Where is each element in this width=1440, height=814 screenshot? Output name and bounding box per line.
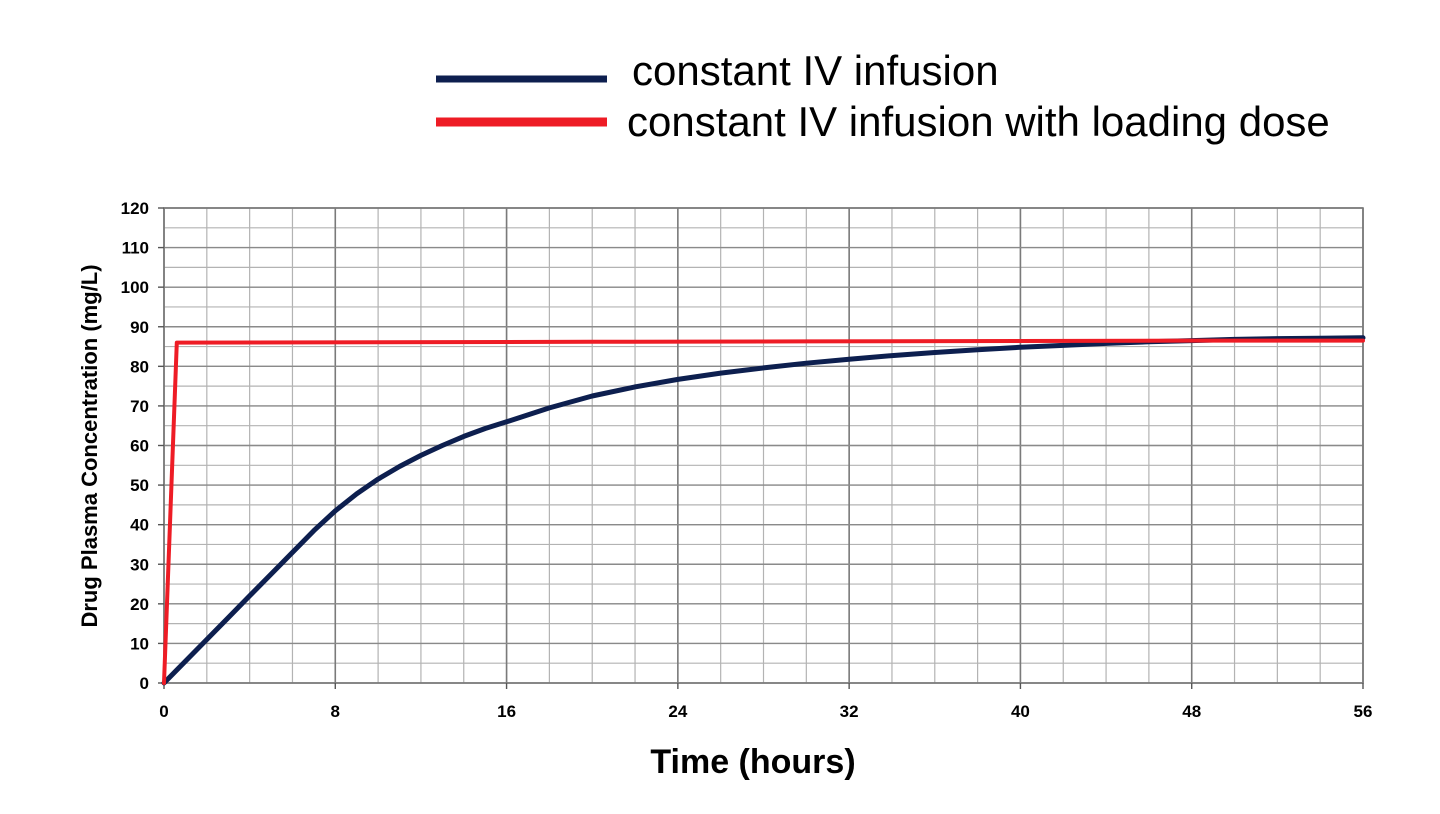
y-tick-label: 110 [122,239,149,258]
x-tick-label: 32 [840,702,859,721]
x-axis-ticks: 0 8 16 24 32 40 48 56 [159,683,1372,721]
series-line-constant-iv-infusion-with-loading-dose [162,338,1365,685]
series-line-constant-iv-infusion [161,335,1366,686]
y-tick-label: 20 [130,595,149,614]
x-tick-label: 24 [668,702,687,721]
y-tick-label: 80 [130,357,149,376]
x-tick-label: 56 [1354,702,1373,721]
grid [163,207,1364,684]
y-tick-label: 0 [140,674,149,693]
x-tick-label: 40 [1011,702,1030,721]
x-tick-label: 8 [331,702,340,721]
legend-label-loading-dose: constant IV infusion with loading dose [627,98,1330,145]
series-lines [161,335,1366,686]
x-axis-label: Time (hours) [650,743,855,781]
y-tick-label: 30 [130,555,149,574]
y-tick-label: 70 [130,397,149,416]
y-tick-label: 50 [130,476,149,495]
y-tick-label: 100 [121,278,149,297]
legend-label-constant-iv-infusion: constant IV infusion [632,47,999,94]
y-axis-label: Drug Plasma Concentration (mg/L) [77,264,102,627]
y-tick-label: 60 [130,437,149,456]
x-tick-label: 16 [497,702,516,721]
y-tick-label: 120 [121,199,149,218]
y-tick-label: 40 [130,516,149,535]
legend: constant IV infusion constant IV infusio… [436,47,1330,145]
y-tick-label: 10 [130,634,149,653]
x-tick-label: 0 [159,702,168,721]
x-tick-label: 48 [1182,702,1201,721]
y-axis-ticks: 0 10 20 30 40 50 60 70 80 90 100 110 120 [121,199,164,693]
y-tick-label: 90 [130,318,149,337]
